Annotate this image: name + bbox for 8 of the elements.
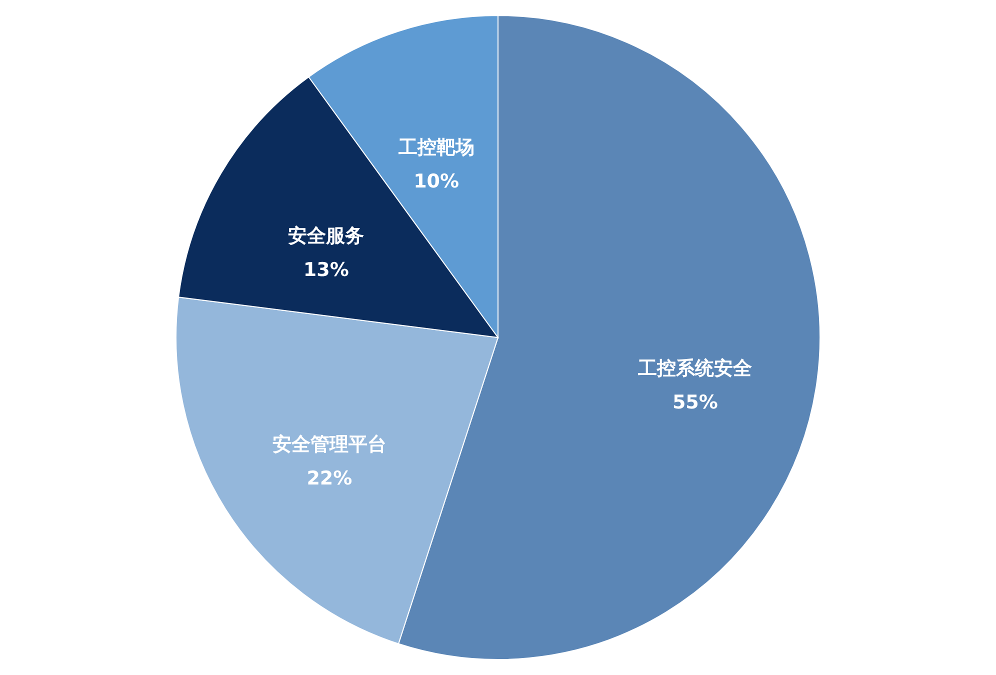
data-label: 22% — [306, 467, 352, 490]
slice-label: 工控靶场 — [397, 136, 474, 159]
data-label: 10% — [414, 170, 460, 193]
slice-label: 安全服务 — [288, 224, 364, 247]
slice-label: 安全管理平台 — [272, 433, 386, 456]
data-label: 55% — [672, 392, 718, 414]
data-label: 13% — [303, 258, 349, 281]
slice-label: 工控系统安全 — [637, 358, 754, 380]
